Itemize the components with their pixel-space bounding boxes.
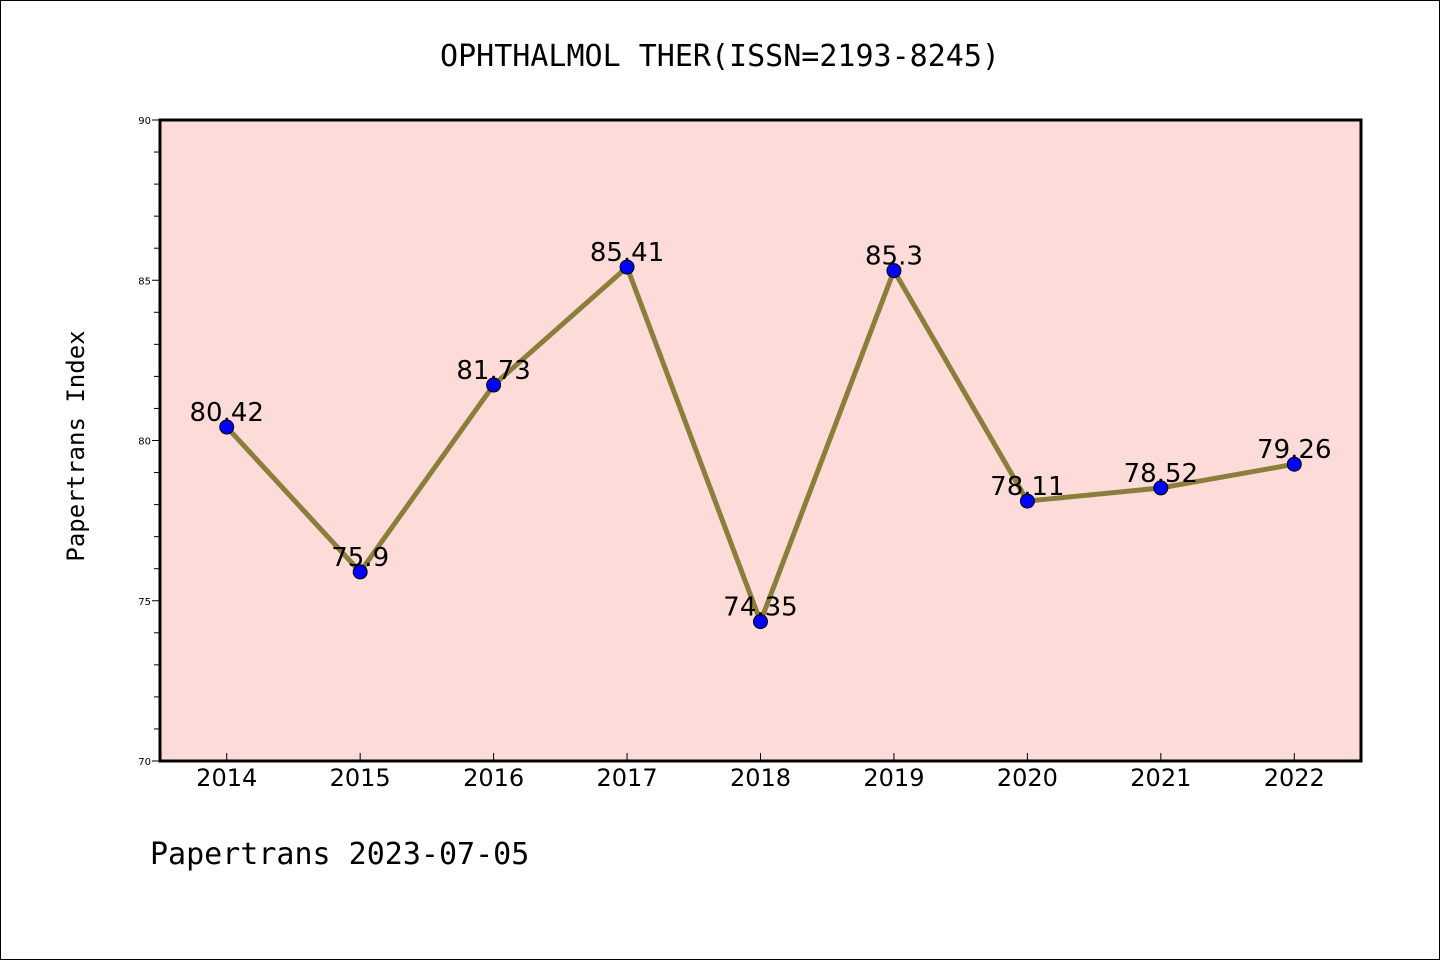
x-tick-label: 2022: [1264, 764, 1325, 792]
data-label: 85.3: [865, 242, 923, 272]
data-labels: 80.42 75.9 81.73 85.41 74.35 85.3 78.11 78.52 79…: [190, 238, 1332, 622]
data-point: [753, 614, 768, 630]
x-tick-label: 2020: [997, 764, 1058, 792]
data-point: [1286, 456, 1302, 472]
y-tick-label: 75: [138, 597, 151, 608]
data-label: 78.52: [1124, 459, 1198, 489]
data-label: 78.11: [990, 472, 1064, 502]
plot-area: [158, 118, 1363, 763]
data-point: [1153, 480, 1169, 496]
y-tick-label: 70: [138, 757, 151, 768]
y-tick-label: 80: [138, 437, 151, 448]
x-tick-label: 2019: [863, 764, 924, 792]
data-label: 80.42: [190, 398, 264, 428]
data-point: [619, 259, 635, 275]
x-tick-label: 2014: [196, 764, 257, 792]
data-point: [352, 564, 368, 580]
data-point: [886, 263, 902, 279]
footer-text: Papertrans 2023-07-05: [150, 837, 529, 872]
data-points: [219, 259, 1302, 630]
x-tick-label: 2017: [597, 764, 658, 792]
data-point: [219, 419, 235, 435]
data-point: [1019, 493, 1035, 509]
x-tick-label: 2015: [330, 764, 391, 792]
data-label: 81.73: [456, 356, 530, 386]
y-tick-label: 85: [138, 276, 151, 287]
y-tick-label: 90: [138, 116, 151, 127]
data-label: 85.41: [590, 238, 664, 268]
x-tick-label: 2016: [463, 764, 524, 792]
y-axis-label: Papertrans Index: [62, 330, 90, 561]
y-axis: 70 75 80 85 90: [138, 116, 160, 768]
x-axis: 2014 2015 2016 2017 2018 2019 2020 2021 2022: [196, 753, 1325, 792]
x-tick-label: 2018: [730, 764, 791, 792]
data-label: 75.9: [331, 543, 389, 573]
data-point: [486, 377, 502, 393]
data-label: 74.35: [723, 593, 797, 623]
chart-title: OPHTHALMOL THER(ISSN=2193-8245): [440, 39, 1000, 74]
x-tick-label: 2021: [1130, 764, 1191, 792]
data-label: 79.26: [1257, 435, 1331, 465]
